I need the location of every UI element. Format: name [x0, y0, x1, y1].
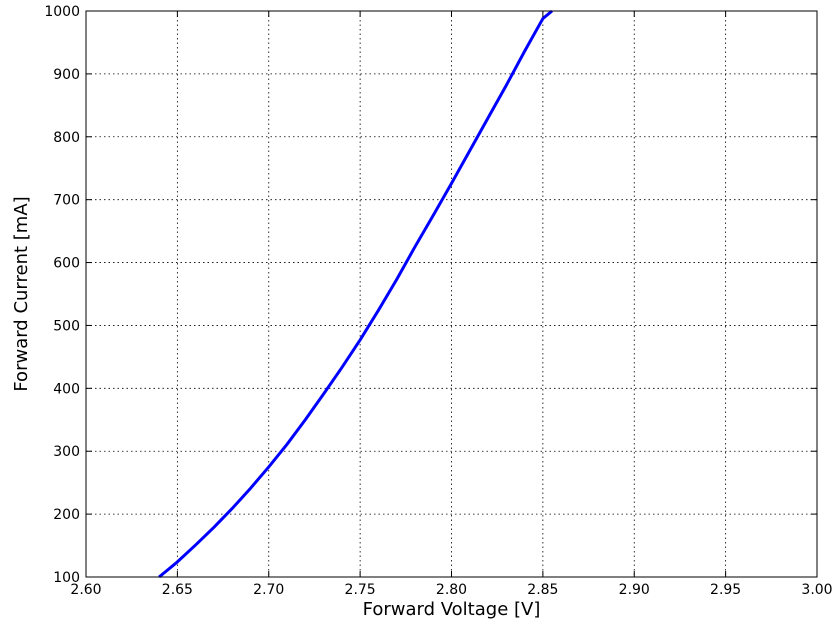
y-tick-labels: 100 200 300 400 500 600 700 800 900 1000	[44, 4, 80, 586]
y-tick-label: 300	[53, 444, 80, 460]
y-tick-label: 900	[53, 67, 80, 83]
x-axis-label: Forward Voltage [V]	[363, 599, 541, 620]
x-tick-label: 2.95	[710, 582, 741, 598]
series-layer	[158, 9, 553, 579]
x-tick-label: 2.90	[619, 582, 650, 598]
y-tick-label: 700	[53, 193, 80, 209]
x-tick-label: 2.65	[162, 582, 193, 598]
y-axis-label: Forward Current [mA]	[11, 196, 32, 391]
x-tick-label: 2.85	[527, 582, 558, 598]
y-tick-label: 1000	[44, 4, 80, 20]
y-tick-label: 600	[53, 256, 80, 272]
ticks	[85, 10, 818, 578]
y-tick-label: 800	[53, 130, 80, 146]
forward-current-line	[158, 9, 553, 579]
y-tick-label: 500	[53, 318, 80, 334]
x-tick-label: 3.00	[801, 582, 832, 598]
y-tick-label: 200	[53, 507, 80, 523]
x-tick-label: 2.80	[436, 582, 467, 598]
x-tick-label: 2.60	[70, 582, 101, 598]
x-tick-label: 2.75	[345, 582, 376, 598]
y-tick-label: 400	[53, 381, 80, 397]
y-tick-label: 100	[53, 570, 80, 586]
plot-background	[86, 11, 817, 577]
x-tick-labels: 2.60 2.65 2.70 2.75 2.80 2.85 2.90 2.95 3.00	[70, 582, 832, 598]
x-tick-label: 2.70	[253, 582, 284, 598]
